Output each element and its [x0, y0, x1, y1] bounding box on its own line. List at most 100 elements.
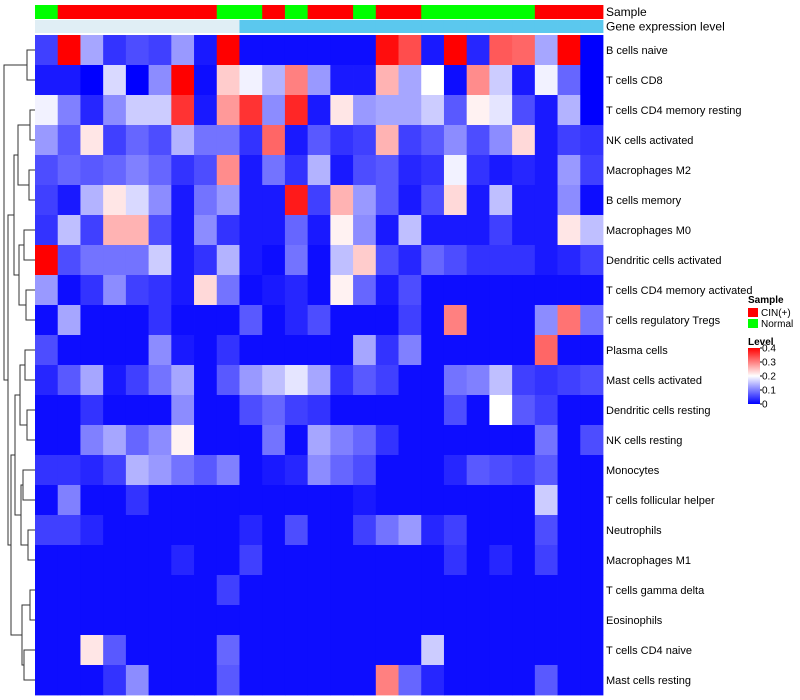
heatmap-cell — [580, 245, 604, 276]
heatmap-cell — [171, 665, 195, 696]
heatmap-cell — [421, 425, 445, 456]
heatmap-cell — [103, 455, 127, 486]
level-tick-label: 0.2 — [762, 372, 776, 383]
legend-title-level: Level — [748, 337, 774, 348]
heatmap-cell — [262, 395, 286, 426]
legend-entry-label: Normal — [761, 319, 793, 330]
heatmap-cell — [262, 185, 286, 216]
heatmap-cell — [534, 95, 558, 126]
heatmap-cell — [330, 125, 354, 156]
heatmap-cell — [262, 245, 286, 276]
heatmap-cell — [216, 605, 240, 636]
heatmap-cell — [580, 95, 604, 126]
heatmap-cell — [103, 605, 127, 636]
heatmap-cell — [171, 455, 195, 486]
heatmap-cell — [512, 455, 536, 486]
heatmap-cell — [57, 425, 81, 456]
heatmap-cell — [330, 635, 354, 666]
heatmap-cell — [284, 605, 309, 636]
heatmap-cell — [330, 245, 354, 276]
heatmap-cell — [557, 395, 581, 426]
expression-level-annotation-cell — [353, 20, 377, 33]
heatmap-cell — [148, 425, 172, 456]
heatmap-cell — [443, 665, 468, 696]
heatmap-cell — [80, 545, 104, 576]
heatmap-cell — [57, 65, 81, 96]
heatmap-cell — [398, 575, 422, 606]
heatmap-cell — [580, 455, 604, 486]
heatmap-cell — [57, 575, 81, 606]
heatmap-cell — [262, 215, 286, 246]
heatmap-cell — [125, 65, 149, 96]
heatmap-cell — [216, 335, 240, 366]
heatmap-cell — [421, 65, 445, 96]
heatmap-cell — [57, 335, 81, 366]
heatmap-cell — [57, 185, 81, 216]
heatmap-cell — [466, 545, 490, 576]
heatmap-cell — [125, 185, 149, 216]
heatmap-cell — [398, 605, 422, 636]
heatmap-cell — [57, 95, 81, 126]
heatmap-cell — [375, 275, 399, 306]
heatmap-cell — [375, 425, 399, 456]
heatmap-cell — [421, 245, 445, 276]
heatmap-cell — [398, 35, 422, 66]
heatmap-cell — [421, 185, 445, 216]
row-label: T cells CD8 — [606, 75, 663, 87]
heatmap-cell — [489, 605, 513, 636]
row-labels: B cells naive T cells CD8 T cells CD4 memo… — [606, 45, 753, 687]
heatmap-cell — [443, 575, 468, 606]
heatmap-cell — [103, 425, 127, 456]
heatmap-cell — [194, 185, 218, 216]
heatmap-cell — [375, 575, 399, 606]
row-label: Dendritic cells activated — [606, 255, 722, 267]
heatmap-cell — [421, 665, 445, 696]
heatmap-cell — [534, 245, 558, 276]
heatmap-cell — [307, 605, 331, 636]
heatmap-cell — [284, 335, 309, 366]
level-tick-label: 0 — [762, 400, 768, 411]
heatmap-cell — [307, 155, 331, 186]
row-label: B cells memory — [606, 195, 682, 207]
heatmap-cell — [148, 575, 172, 606]
heatmap-cell — [171, 515, 195, 546]
annotation-track — [35, 5, 604, 33]
heatmap-cell — [421, 305, 445, 336]
sample-annotation-cell — [489, 5, 513, 19]
heatmap-cell — [375, 515, 399, 546]
heatmap-cell — [125, 605, 149, 636]
heatmap-cell — [80, 245, 104, 276]
heatmap-cell — [353, 155, 377, 186]
heatmap-cell — [103, 65, 127, 96]
heatmap-cell — [148, 245, 172, 276]
heatmap-cell — [580, 575, 604, 606]
heatmap-cell — [489, 425, 513, 456]
heatmap-cell — [375, 125, 399, 156]
heatmap-cells — [35, 35, 604, 696]
heatmap-cell — [353, 245, 377, 276]
heatmap-cell — [353, 275, 377, 306]
heatmap-cell — [216, 305, 240, 336]
heatmap-cell — [216, 425, 240, 456]
heatmap-cell — [512, 665, 536, 696]
heatmap-cell — [421, 635, 445, 666]
row-label: T cells regulatory Tregs — [606, 315, 721, 327]
heatmap-cell — [239, 335, 263, 366]
heatmap-cell — [216, 485, 240, 516]
heatmap-cell — [489, 155, 513, 186]
heatmap-cell — [262, 155, 286, 186]
heatmap-cell — [194, 635, 218, 666]
heatmap-cell — [80, 575, 104, 606]
heatmap-cell — [171, 155, 195, 186]
heatmap-cell — [375, 185, 399, 216]
heatmap-cell — [307, 515, 331, 546]
heatmap-cell — [375, 365, 399, 396]
heatmap-cell — [489, 245, 513, 276]
heatmap-cell — [80, 515, 104, 546]
annotation-row-label: Gene expression level — [606, 20, 725, 34]
heatmap-cell — [80, 635, 104, 666]
heatmap-cell — [353, 65, 377, 96]
heatmap-cell — [580, 485, 604, 516]
legend-entry-label: CIN(+) — [761, 308, 791, 319]
heatmap-cell — [580, 665, 604, 696]
